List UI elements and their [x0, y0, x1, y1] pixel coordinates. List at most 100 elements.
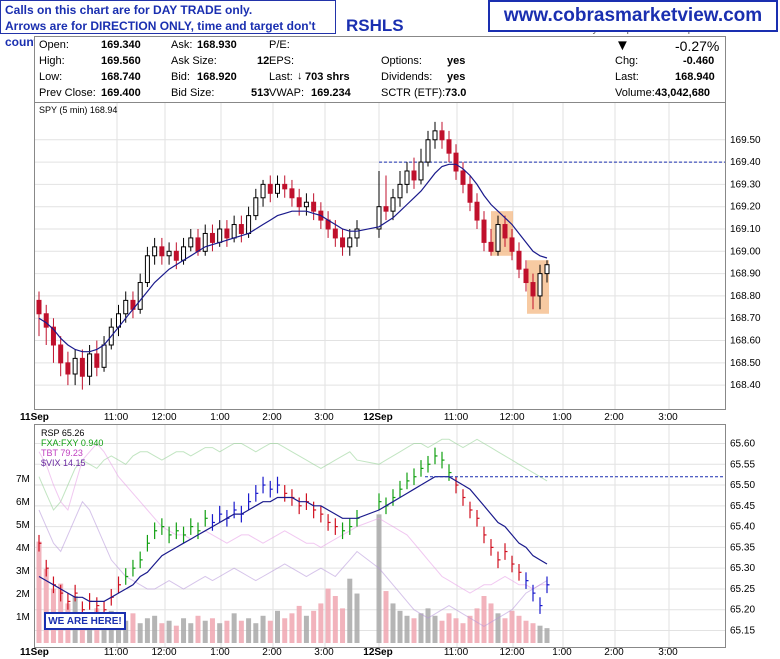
candle-body	[50, 326, 56, 346]
ratio-panel: RSP 65.26 FXA:FXY 0.940 TBT 79.23 $VIX 1…	[34, 424, 726, 648]
rsp-bar	[269, 480, 273, 498]
volume-bar	[282, 618, 288, 643]
candle	[303, 193, 309, 216]
rsp-bar	[255, 485, 259, 502]
candle-body	[467, 183, 473, 203]
candle	[166, 242, 172, 265]
low-value: 168.740	[101, 71, 141, 83]
volume-bar	[253, 623, 259, 643]
rsp-bar	[518, 564, 522, 581]
y-tick-label: 168.80	[730, 291, 761, 302]
volume-bar	[152, 615, 158, 643]
volume-tick-label: 2M	[16, 589, 30, 600]
volume-bar	[453, 618, 459, 643]
x-tick-label: 12:00	[151, 412, 176, 423]
candle-body	[439, 130, 445, 141]
x-tick-label: 11:00	[444, 412, 469, 423]
ask-value: 168.930	[197, 39, 237, 51]
candle-body	[425, 139, 431, 163]
candle	[404, 162, 410, 194]
volume-bar	[296, 605, 302, 643]
volume-bar	[36, 541, 42, 643]
candle	[101, 336, 107, 372]
candle-body	[202, 232, 208, 252]
candle-body	[231, 224, 237, 239]
x-tick-label: 11:00	[104, 647, 129, 658]
candle-body	[340, 237, 346, 248]
volume-bar	[425, 608, 431, 643]
volume-tick-label: 3M	[16, 566, 30, 577]
rsp-bar	[455, 476, 459, 494]
high-value: 169.560	[101, 55, 141, 67]
volume-bar	[502, 618, 508, 643]
open-label: Open:	[39, 39, 69, 51]
rsp-bar	[539, 597, 543, 614]
x-tick-label: 1:00	[210, 412, 230, 423]
last-price-label: Last:	[615, 71, 639, 83]
volume-bar	[188, 623, 194, 643]
rsp-bar	[67, 593, 71, 610]
candle-body	[303, 201, 309, 208]
y-tick-label: 169.20	[730, 202, 761, 213]
rsp-bar	[154, 522, 158, 540]
rsp-bar	[546, 576, 550, 594]
volume-bar	[376, 514, 382, 643]
down-triangle-icon: ▼	[615, 37, 630, 54]
volume-bar	[347, 578, 353, 643]
quote-header: Open: 169.340 High: 169.560 Low: 168.740…	[34, 36, 726, 104]
x-tick-label: 3:00	[314, 647, 334, 658]
candle	[289, 179, 295, 207]
y-tick-label: 65.25	[730, 584, 755, 595]
candle-body	[390, 197, 396, 212]
volume-bar	[116, 618, 121, 643]
candle-body	[502, 224, 508, 239]
candle	[347, 229, 353, 256]
y-tick-label: 169.30	[730, 179, 761, 190]
candle-body	[79, 357, 85, 377]
volume-bar	[289, 613, 295, 643]
candle-body	[446, 139, 452, 154]
candle-body	[383, 206, 389, 212]
candle-body	[332, 228, 338, 239]
candle	[137, 273, 143, 314]
candle	[397, 171, 403, 207]
candle-body	[260, 183, 266, 199]
volume-bar	[238, 620, 244, 643]
candle	[502, 215, 508, 247]
bid-size-value: 513	[251, 87, 270, 99]
volume-label: Volume:	[615, 87, 655, 99]
rsp-bar	[525, 572, 529, 589]
pe-label: P/E:	[269, 39, 290, 51]
y-tick-label: 168.90	[730, 269, 761, 280]
rsp-bar	[74, 584, 78, 602]
candle	[523, 260, 529, 292]
y-tick-label: 65.35	[730, 542, 755, 553]
candle-body	[418, 161, 424, 181]
ma-line	[38, 163, 548, 353]
website-banner[interactable]: www.cobrasmarketview.com	[488, 0, 778, 32]
candle	[275, 175, 280, 198]
rsp-bar	[434, 447, 438, 465]
rsp-bar	[262, 476, 266, 494]
candle-body	[43, 313, 49, 328]
candle	[481, 211, 487, 252]
candle-body	[246, 215, 252, 234]
x-tick-label: 1:00	[210, 647, 230, 658]
volume-bar	[224, 620, 230, 643]
rsp-bar	[211, 514, 215, 531]
rsp-bar	[161, 518, 165, 535]
candle	[354, 220, 360, 247]
y-tick-label: 65.20	[730, 605, 755, 616]
candle-body	[354, 228, 360, 239]
candle-body	[101, 344, 107, 368]
volume-bar	[311, 610, 317, 643]
sctr-label: SCTR (ETF):	[381, 87, 446, 99]
rsp-bar	[462, 489, 466, 506]
volume-bar	[144, 618, 150, 643]
legend-fxa-fxy: FXA:FXY 0.940	[41, 438, 104, 448]
candle	[253, 188, 259, 221]
candle-body	[65, 362, 71, 375]
rsp-bar	[448, 464, 452, 481]
ticker-fragment: RSHLS	[346, 16, 404, 35]
vwap-value: 169.234	[311, 87, 351, 99]
